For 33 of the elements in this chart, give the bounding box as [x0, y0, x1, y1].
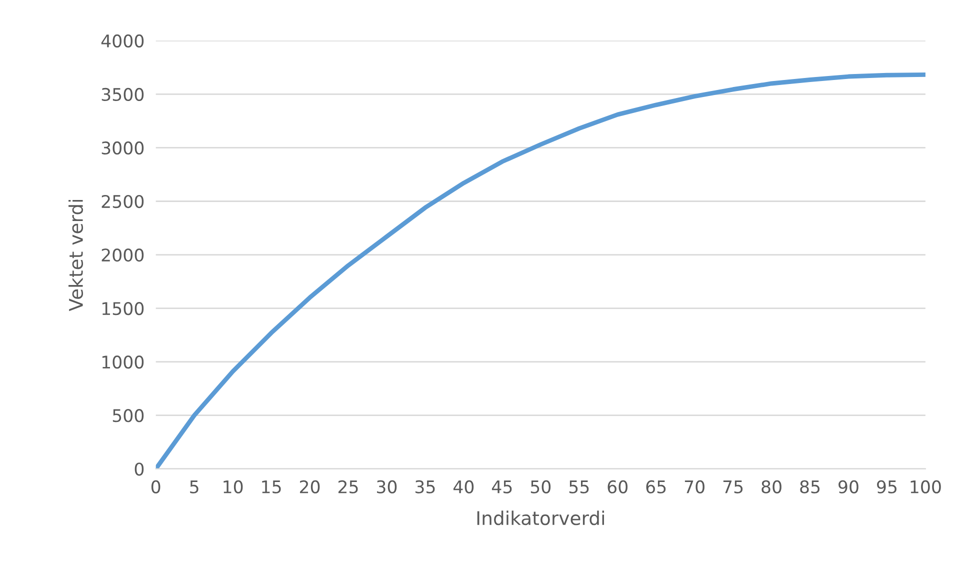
- x-tick-label: 25: [338, 480, 358, 494]
- x-tick-label: 35: [415, 480, 435, 494]
- y-tick-label: 0: [134, 462, 144, 476]
- y-tick-label: 500: [112, 409, 144, 422]
- x-tick-label: 30: [377, 480, 397, 494]
- y-axis-title: Vektet verdi: [68, 200, 84, 312]
- y-tick-label: 1500: [102, 302, 144, 316]
- y-tick-label: 3500: [102, 88, 144, 102]
- x-tick-label: 0: [151, 480, 160, 494]
- x-tick-label: 10: [224, 480, 243, 494]
- y-tick-label: 2000: [102, 248, 144, 262]
- y-tick-label: 3000: [102, 141, 144, 155]
- x-tick-label: 60: [608, 480, 628, 494]
- x-tick-label: 5: [190, 480, 198, 494]
- x-tick-label: 100: [910, 480, 941, 494]
- x-tick-label: 85: [800, 480, 820, 494]
- x-tick-label: 65: [646, 480, 666, 494]
- x-tick-label: 90: [838, 480, 858, 494]
- x-tick-label: 75: [723, 480, 743, 494]
- x-tick-label: 40: [453, 480, 474, 494]
- line-series: [156, 72, 926, 469]
- x-tick-label: 95: [877, 480, 896, 494]
- x-tick-label: 15: [262, 480, 281, 494]
- x-tick-label: 45: [492, 480, 512, 494]
- x-tick-label: 55: [569, 480, 589, 494]
- y-tick-label: 1000: [102, 356, 144, 369]
- y-tick-label: 2500: [102, 194, 144, 208]
- x-tick-label: 20: [300, 480, 320, 494]
- x-tick-label: 80: [762, 480, 782, 494]
- x-axis-title: Indikatorverdi: [477, 510, 604, 526]
- x-tick-label: 50: [530, 480, 551, 494]
- y-tick-label: 4000: [101, 34, 144, 48]
- x-tick-label: 70: [684, 480, 704, 494]
